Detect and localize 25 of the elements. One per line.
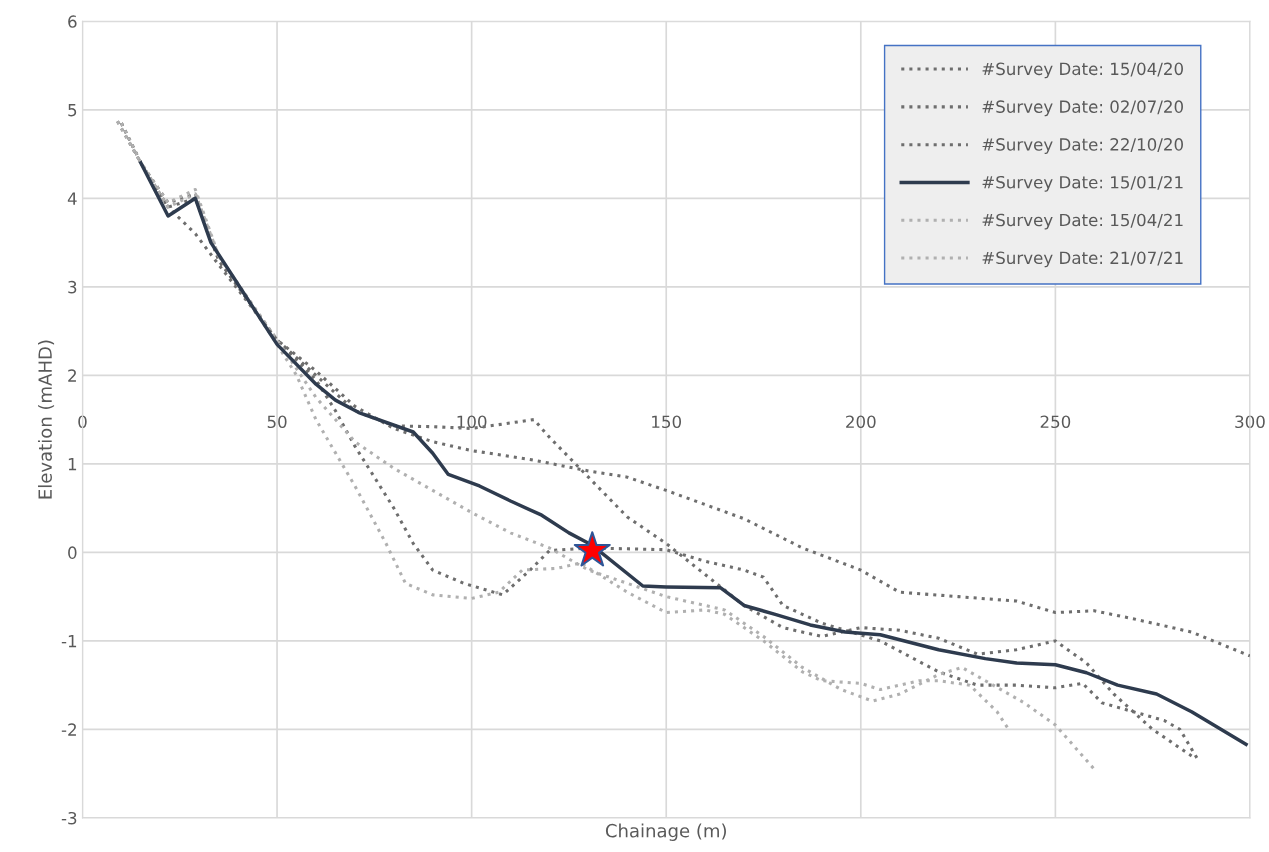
y-tick-label: -3 [61,811,77,825]
y-tick-label: 0 [68,546,77,559]
legend-label: #Survey Date: 21/07/21 [982,251,1183,268]
y-tick-label: 6 [68,15,77,28]
y-tick-label: 4 [67,192,77,205]
legend-label: #Survey Date: 02/07/20 [982,100,1183,117]
x-tick-label: 150 [652,415,682,429]
x-tick-label: 50 [267,415,287,429]
legend-label: #Survey Date: 15/04/20 [982,62,1183,79]
y-axis-title: Elevation (mAHD) [37,340,55,499]
y-tick-label: -2 [61,723,76,736]
x-tick-label: 300 [1235,415,1265,429]
x-tick-label: 200 [846,415,876,429]
legend-label: #Survey Date: 15/04/21 [982,213,1183,230]
y-tick-label: 3 [68,280,77,294]
x-tick-label: 250 [1040,415,1071,429]
y-tick-label: 2 [68,369,76,382]
x-tick-label: 100 [457,415,487,429]
legend-label: #Survey Date: 22/10/20 [982,138,1183,154]
y-tick-label: 5 [68,103,77,117]
x-axis-title: Chainage (m) [605,823,726,841]
y-tick-label: -1 [61,635,77,648]
y-tick-label: 1 [68,458,77,471]
legend-label: #Survey Date: 15/01/21 [982,175,1183,192]
x-tick-label: 0 [78,415,87,429]
